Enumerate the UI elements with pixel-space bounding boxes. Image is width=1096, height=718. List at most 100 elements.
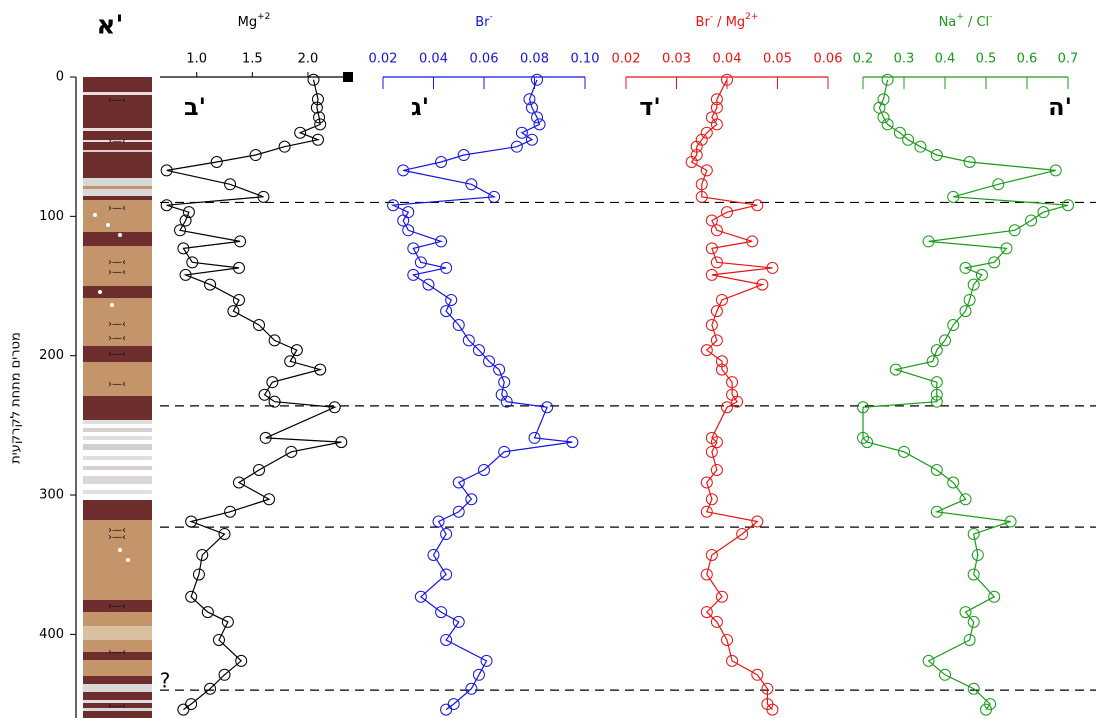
data-point [710,305,723,318]
litho-band [83,286,152,298]
data-point [266,376,279,389]
data-point [311,133,324,146]
x-tick-label: 0.4 [935,52,956,67]
data-point [278,140,291,153]
y-tick-label: 300 [39,488,64,503]
data-point [988,590,1001,603]
x-tick-label: 0.06 [814,52,843,67]
data-point [432,515,445,528]
litho-symbol: ›—‹ [108,319,126,330]
data-point [893,126,906,139]
litho-symbol: ›—‹ [108,379,126,390]
data-point [440,703,453,716]
data-point [710,118,723,131]
litho-band [83,700,152,703]
data-point [185,698,198,711]
litho-band [83,626,152,640]
data-point [857,431,869,444]
x-tick-label: 0.06 [470,52,499,67]
data-point [710,463,723,476]
litho-band [83,708,152,711]
litho-dot [106,223,110,227]
litho-symbol: ›—‹ [108,349,126,360]
data-point [201,606,214,619]
data-point [1049,164,1062,177]
data-point [307,73,320,86]
title-text: / Mg [713,15,745,30]
data-point [440,305,453,318]
data-point [493,363,506,376]
litho-band [83,374,152,396]
data-point [525,133,538,146]
data-point [218,528,231,541]
data-point [980,703,992,716]
litho-band [83,436,152,440]
data-point [235,654,248,667]
y-tick-label: 400 [39,627,64,642]
litho-band [83,652,152,660]
data-point [700,164,713,177]
profile-line [690,79,773,711]
data-point [462,334,475,347]
panel-label: ב' [184,93,206,121]
data-point [452,476,465,489]
data-point [1062,199,1074,212]
data-point [204,278,217,291]
data-point [402,224,415,237]
data-point [531,111,544,124]
data-point [721,633,733,646]
litho-band [83,640,152,652]
data-point [975,268,988,281]
data-point [705,268,718,281]
litho-symbol: ›—‹ [108,647,126,658]
panel-title: Br- / Mg2+ [696,12,759,30]
data-point [881,118,894,131]
x-tick-label: 0.04 [419,52,448,67]
axis-end-marker [343,72,353,82]
data-point [541,401,554,414]
data-point [971,548,984,561]
data-point [452,505,465,518]
data-point [756,278,769,291]
data-point [294,126,307,139]
data-point [160,164,173,177]
data-point [210,156,223,169]
panel-title: Na+ / Cl- [939,12,993,30]
data-point [465,493,478,506]
data-point [967,615,980,628]
data-point [414,590,427,603]
litho-symbol: ›—‹ [108,525,126,536]
data-point [234,235,247,248]
litho-band [83,500,152,520]
data-point [1004,515,1017,528]
data-point [902,133,915,146]
litho-band [83,600,152,612]
data-point [721,401,733,414]
data-point [480,654,493,667]
data-point [259,431,272,444]
x-tick-label: 0.02 [369,52,398,67]
y-tick-label: 0 [56,70,64,85]
title-text: Br [475,15,490,30]
data-point [939,334,951,347]
litho-symbol: ›—‹ [108,203,126,214]
data-point [705,319,718,332]
litho-band [83,92,152,95]
data-point [922,235,935,248]
data-point [445,293,458,306]
data-point [700,505,713,518]
data-point [397,164,410,177]
data-point [1037,206,1050,219]
data-point [746,235,759,248]
data-point [922,654,935,667]
data-point [710,615,723,628]
data-point [700,606,713,619]
data-point [705,242,718,255]
data-point [700,476,713,489]
data-point [478,463,490,476]
data-point [889,363,902,376]
panel-label: ד' [639,93,660,121]
litho-band [83,186,152,189]
y-tick-label: 200 [39,348,64,363]
data-point [881,73,894,86]
